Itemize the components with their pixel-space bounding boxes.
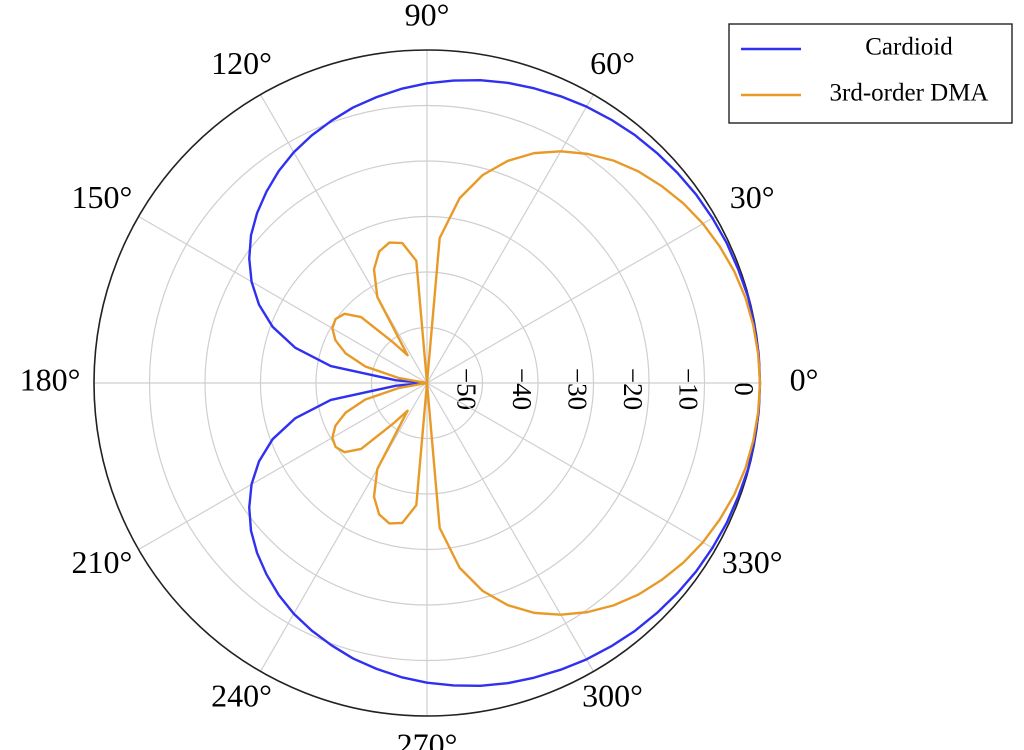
theta-tick-label: 90° [405, 0, 450, 32]
theta-tick-label: 60° [590, 45, 635, 81]
theta-tick-label: 180° [20, 361, 81, 397]
theta-tick-label: 330° [722, 544, 783, 580]
grid-spoke [259, 94, 428, 384]
theta-tick-label: 300° [582, 677, 643, 713]
r-tick-label: 0 [729, 382, 759, 396]
grid-spoke [426, 215, 716, 384]
grid-spoke [138, 382, 428, 551]
legend-box [728, 23, 1013, 124]
theta-tick-label: 30° [730, 179, 775, 215]
theta-tick-label: 150° [72, 179, 133, 215]
r-tick-label: −30 [562, 368, 592, 410]
r-tick-label: −50 [451, 368, 481, 410]
theta-tick-label: 210° [72, 544, 133, 580]
theta-tick-label: 0° [790, 361, 819, 397]
grid-spoke [138, 215, 428, 384]
r-tick-label: −20 [618, 368, 648, 410]
series-line [331, 150, 762, 616]
grid-spoke [426, 382, 595, 672]
theta-tick-label: 120° [211, 45, 272, 81]
grid-spoke [259, 382, 428, 672]
theta-tick-label: 270° [397, 726, 458, 750]
legend-label: Cardioid [865, 34, 953, 61]
grid-spoke [426, 94, 595, 384]
r-tick-label: −40 [507, 368, 537, 410]
legend-label: 3rd-order DMA [830, 80, 989, 107]
r-tick-label: −10 [673, 368, 703, 410]
theta-tick-label: 240° [211, 677, 272, 713]
legend: Cardioid 3rd-order DMA [728, 23, 1013, 124]
grid-spoke [426, 382, 716, 551]
